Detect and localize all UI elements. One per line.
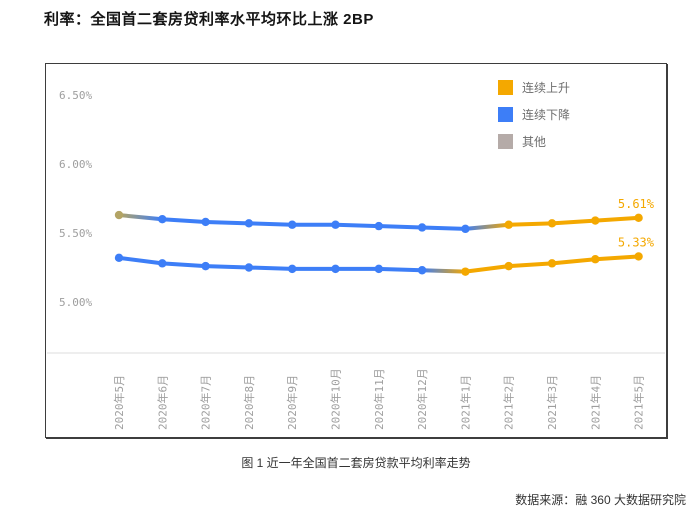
- x-tick-label: 2020年11月: [372, 368, 386, 430]
- data-point: [244, 219, 254, 228]
- page-title: 利率：全国首二套房贷利率水平均环比上涨 2BP: [44, 11, 374, 28]
- line-segment: [246, 221, 295, 227]
- data-point: [331, 220, 340, 229]
- data-point: [591, 216, 600, 225]
- data-point: [158, 259, 167, 268]
- line-segment: [117, 213, 165, 222]
- line-segment: [203, 264, 251, 270]
- line-segment: [117, 255, 165, 266]
- legend-label: 连续上升: [522, 81, 571, 95]
- x-tick-label: 2020年6月: [155, 375, 169, 430]
- x-tick-label: 2021年5月: [632, 375, 646, 430]
- line-segment: [550, 257, 598, 266]
- data-point: [374, 264, 383, 274]
- legend-swatch-gray: [498, 134, 513, 149]
- x-tick-label: 2020年8月: [242, 375, 256, 430]
- x-tick-label: 2020年10月: [329, 368, 343, 430]
- data-point: [288, 220, 297, 229]
- legend-swatch-gold: [498, 80, 513, 95]
- line-segment: [550, 218, 598, 226]
- data-point: [288, 264, 297, 274]
- line-segment: [160, 217, 208, 224]
- y-tick-label: 6.50%: [59, 89, 92, 102]
- line-segment: [420, 225, 468, 231]
- line-segment: [376, 266, 425, 273]
- y-tick-label: 6.00%: [59, 158, 92, 171]
- data-point: [331, 264, 340, 274]
- line-segment: [463, 264, 511, 274]
- x-tick-label: 2020年7月: [199, 375, 213, 430]
- data-point: [461, 267, 470, 276]
- series-end-label: 5.33%: [618, 235, 655, 249]
- data-point: [201, 261, 210, 271]
- line-chart: 6.50% 6.00% 5.50% 5.00% 2020年5月 2020年6月 2020年7…: [47, 89, 665, 430]
- data-point: [547, 219, 557, 228]
- legend-label: 连续下降: [522, 108, 571, 122]
- legend-swatch-blue: [498, 107, 513, 122]
- legend-item: 连续上升: [498, 79, 570, 96]
- data-point: [417, 266, 427, 275]
- legend-label: 其他: [522, 135, 547, 149]
- data-source: 数据来源：融 360 大数据研究院: [515, 493, 686, 507]
- line-segment: [160, 261, 208, 269]
- x-tick-label: 2020年9月: [285, 375, 299, 430]
- data-point: [201, 217, 210, 227]
- data-point: [114, 210, 124, 220]
- figure-caption: 图 1 近一年全国首二套房贷款平均利率走势: [241, 456, 471, 470]
- line-segment: [246, 265, 295, 271]
- line-segment: [593, 254, 641, 262]
- chart-legend: 连续上升连续下降其他: [498, 79, 570, 150]
- x-tick-label: 2021年4月: [588, 375, 602, 430]
- legend-item: 连续下降: [498, 106, 570, 123]
- line-segment: [333, 222, 381, 229]
- data-point: [504, 220, 513, 229]
- data-point: [158, 215, 167, 224]
- data-point: [461, 224, 470, 234]
- line-segment: [420, 268, 468, 274]
- data-point: [114, 253, 124, 263]
- data-point: [634, 213, 643, 223]
- y-tick-label: 5.00%: [59, 296, 92, 309]
- x-tick-label: 2020年12月: [415, 368, 429, 430]
- data-point: [504, 261, 513, 271]
- x-tick-label: 2021年2月: [502, 375, 516, 430]
- line-segment: [463, 222, 511, 231]
- line-segment: [203, 219, 251, 226]
- y-tick-label: 5.50%: [59, 227, 92, 240]
- data-point: [374, 221, 383, 231]
- data-point: [244, 263, 254, 272]
- line-segment: [506, 261, 554, 269]
- data-point: [634, 252, 643, 261]
- data-point: [591, 255, 600, 264]
- line-segment: [593, 215, 641, 223]
- legend-item: 其他: [498, 133, 570, 150]
- series-end-label: 5.61%: [618, 197, 655, 211]
- x-tick-label: 2021年3月: [545, 375, 559, 430]
- x-tick-label: 2020年5月: [112, 375, 126, 430]
- data-point: [547, 259, 557, 268]
- data-point: [417, 223, 427, 232]
- x-tick-label: 2021年1月: [458, 375, 472, 430]
- chart-panel: 6.50% 6.00% 5.50% 5.00% 2020年5月 2020年6月 2020年7…: [45, 63, 667, 438]
- line-segment: [506, 221, 554, 227]
- line-segment: [376, 224, 425, 230]
